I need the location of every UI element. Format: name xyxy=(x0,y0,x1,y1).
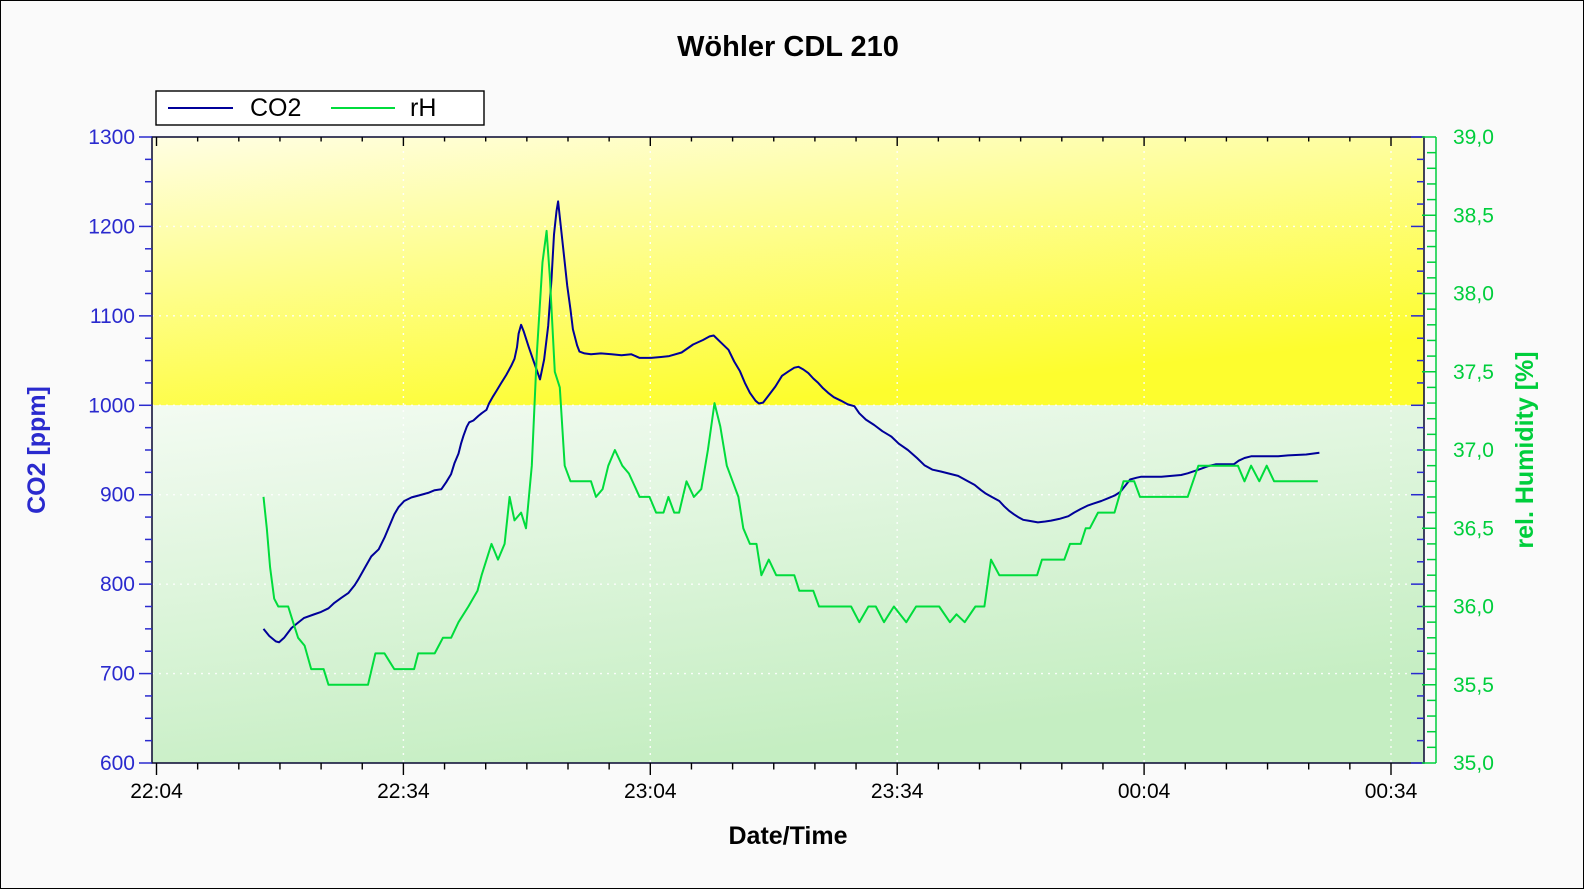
humidity-tick-label: 35,0 xyxy=(1453,752,1494,775)
co2-tick-label: 900 xyxy=(100,484,135,507)
legend-co2-label: CO2 xyxy=(250,94,301,122)
x-tick-label: 00:04 xyxy=(1118,780,1171,803)
humidity-axis-title: rel. Humidity [%] xyxy=(1511,351,1539,548)
co2-axis-title: CO2 [ppm] xyxy=(23,386,51,514)
co2-tick-label: 1100 xyxy=(90,305,135,328)
legend-rh-label: rH xyxy=(410,94,436,122)
humidity-tick-label: 39,0 xyxy=(1453,126,1494,149)
co2-tick-label: 1300 xyxy=(88,126,135,149)
humidity-tick-label: 36,5 xyxy=(1453,517,1494,540)
x-axis-ticks xyxy=(155,137,1392,775)
co2-tick-label: 800 xyxy=(100,573,135,596)
legend xyxy=(155,90,485,126)
humidity-tick-label: 38,5 xyxy=(1453,204,1494,227)
co2-line xyxy=(262,200,1320,644)
x-tick-label: 23:04 xyxy=(624,780,677,803)
page-title: Wöhler CDL 210 xyxy=(677,31,899,63)
humidity-tick-label: 35,5 xyxy=(1453,674,1494,697)
co2-tick-label: 600 xyxy=(100,752,135,775)
humidity-tick-label: 38,0 xyxy=(1453,283,1494,306)
rh-line xyxy=(262,229,1318,686)
co2-tick-label: 700 xyxy=(100,663,135,686)
co2-tick-label: 1200 xyxy=(88,215,135,238)
x-tick-label: 22:04 xyxy=(130,780,183,803)
x-tick-label: 22:34 xyxy=(377,780,430,803)
gridlines xyxy=(152,137,1424,763)
humidity-axis xyxy=(1422,136,1437,764)
x-axis-title: Date/Time xyxy=(728,822,847,850)
co2-tick-label: 1000 xyxy=(88,394,135,417)
humidity-tick-label: 36,0 xyxy=(1453,596,1494,619)
x-tick-label: 00:34 xyxy=(1365,780,1418,803)
humidity-tick-label: 37,5 xyxy=(1453,361,1494,384)
zone-above-1000ppm xyxy=(152,137,1424,406)
x-tick-label: 23:34 xyxy=(871,780,924,803)
humidity-tick-label: 37,0 xyxy=(1453,439,1494,462)
